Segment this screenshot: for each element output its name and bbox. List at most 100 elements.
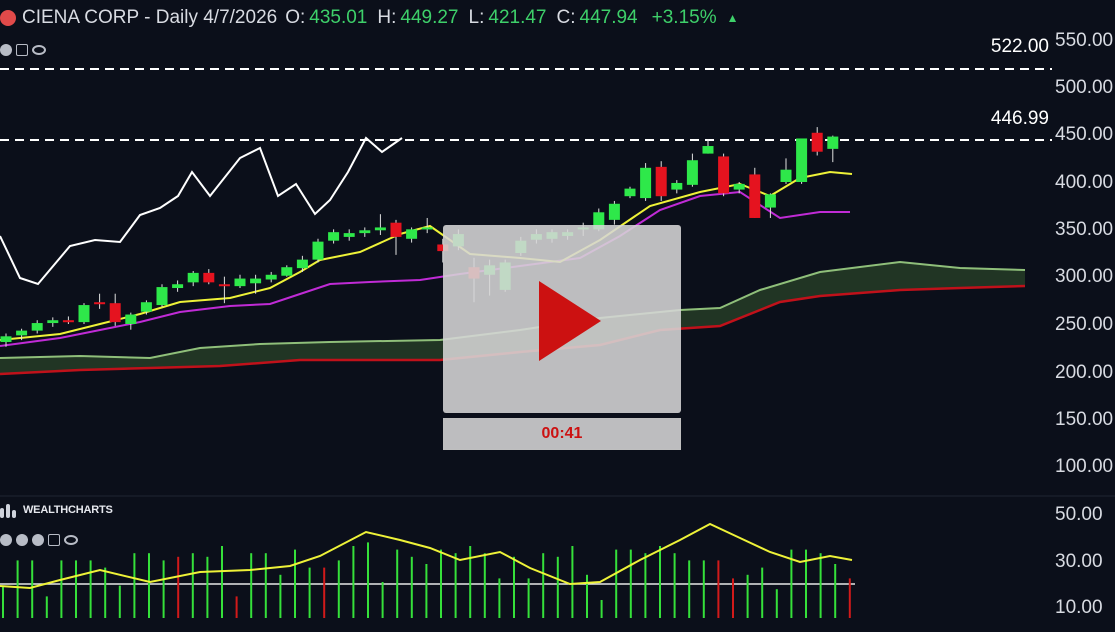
oscillator-line [0, 522, 853, 590]
volume-bar [118, 585, 121, 618]
candle-body [218, 284, 230, 287]
symbol-title: CIENA CORP - Daily 4/7/2026 [22, 7, 278, 28]
high-label: H: [377, 7, 397, 28]
volume-bar [250, 553, 253, 618]
candle-body [187, 272, 199, 283]
candle-body [780, 169, 792, 182]
volume-bar [673, 553, 676, 618]
volume-bar [2, 585, 4, 618]
candle-body [0, 336, 12, 342]
candle-body [109, 303, 121, 323]
volume-bar [527, 578, 530, 618]
volume-bar [31, 560, 34, 618]
play-icon[interactable] [539, 281, 601, 361]
candle-body [156, 287, 168, 306]
video-overlay[interactable] [443, 225, 681, 413]
volume-bar [89, 560, 92, 618]
price-pane-controls [0, 44, 46, 56]
volume-bar [148, 553, 150, 618]
relative-strength-line [0, 136, 403, 286]
candle-body [749, 174, 761, 218]
candle-body [733, 183, 745, 190]
candle-body [312, 241, 324, 260]
indicator-axis-tick: 10.00 [1055, 597, 1103, 618]
low-value: 421.47 [488, 7, 547, 28]
candle-body [796, 138, 808, 182]
candle-body [718, 156, 730, 194]
video-time: 00:41 [443, 418, 681, 450]
volume-bar [440, 549, 442, 618]
volume-bar [352, 546, 355, 618]
volume-bar [688, 560, 691, 618]
volume-bar [454, 553, 457, 618]
low-label: L: [468, 7, 485, 28]
volume-bar [600, 600, 603, 618]
candle-body [296, 259, 308, 269]
candle-body [62, 320, 74, 323]
volume-bar [848, 578, 851, 618]
candle-body [31, 323, 43, 331]
candle-body [702, 146, 714, 154]
candle-body [655, 166, 667, 197]
volume-bar [556, 556, 559, 618]
visibility-eye-icon[interactable] [32, 45, 46, 55]
visibility-eye-icon[interactable] [64, 535, 78, 545]
volume-bar [498, 578, 501, 618]
volume-bar [133, 553, 136, 618]
candle-body [608, 203, 620, 220]
settings-icon[interactable] [0, 44, 12, 56]
candle-body [281, 267, 293, 276]
candle-body [640, 167, 652, 199]
add-icon[interactable] [16, 44, 28, 56]
volume-bar [16, 560, 19, 618]
candle-body [78, 305, 90, 323]
add-icon[interactable] [48, 534, 60, 546]
candle-body [811, 132, 823, 152]
candle-body [125, 314, 137, 324]
candle-body [827, 136, 839, 149]
volume-bar [294, 549, 296, 618]
candle-body [593, 212, 605, 230]
price-axis-tick: 200.00 [1055, 362, 1114, 383]
candle-body [94, 302, 106, 305]
price-axis-tick: 500.00 [1055, 77, 1114, 98]
volume-bar [732, 578, 734, 618]
volume-bar [513, 556, 515, 618]
volume-bar [308, 567, 311, 618]
volume-bar [235, 596, 238, 618]
volume-bar [60, 560, 63, 618]
candle-body [624, 188, 636, 197]
price-axis-tick: 100.00 [1055, 456, 1114, 477]
indicator-pane-controls [0, 534, 78, 546]
price-axis-tick: 400.00 [1055, 172, 1114, 193]
settings-icon[interactable] [0, 534, 12, 546]
volume-bar [746, 574, 749, 618]
candle-body [764, 194, 776, 208]
candle-body [234, 278, 246, 287]
candle-body [140, 302, 152, 312]
price-axis-tick: 450.00 [1055, 124, 1114, 145]
volume-bar [206, 556, 209, 618]
volume-bar [615, 549, 618, 618]
volume-bar [279, 574, 282, 618]
volume-bar [659, 546, 661, 618]
triangle-up-icon: ▲ [726, 11, 739, 25]
volume-bar [75, 560, 77, 618]
volume-bar [396, 549, 399, 618]
candle-body [421, 227, 433, 230]
price-axis-tick: 250.00 [1055, 314, 1114, 335]
candle-body [328, 232, 340, 241]
wealthcharts-brand: WEALTHCHARTS [0, 500, 113, 520]
candle-body [437, 244, 449, 252]
chart-header: CIENA CORP - Daily 4/7/2026 O: 435.01 H:… [0, 4, 739, 32]
volume-bar [425, 564, 428, 618]
candle-body [359, 230, 371, 234]
move-down-icon[interactable] [32, 534, 44, 546]
volume-bar [221, 546, 223, 618]
close-label: C: [556, 7, 576, 28]
move-up-icon[interactable] [16, 534, 28, 546]
candle-body [390, 222, 402, 237]
open-label: O: [285, 7, 306, 28]
volume-bar [702, 560, 705, 618]
